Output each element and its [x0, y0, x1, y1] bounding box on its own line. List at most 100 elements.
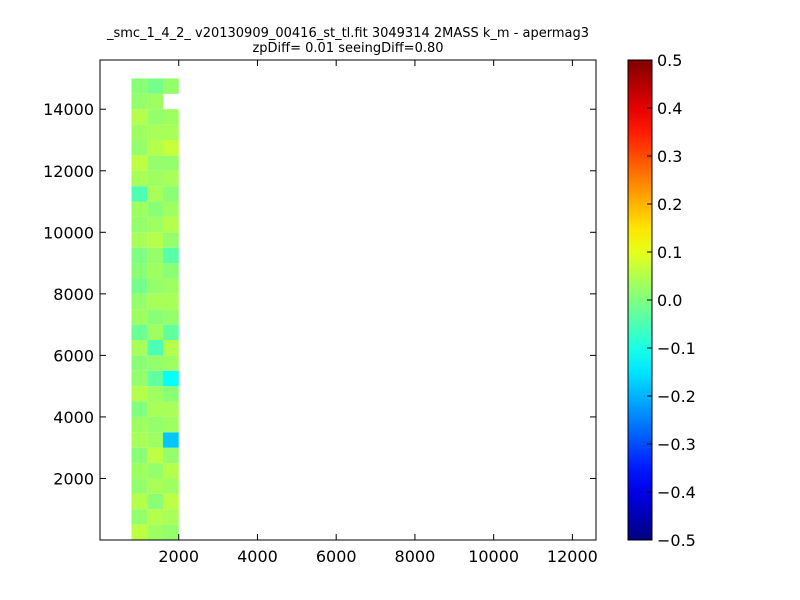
colorbar-tick-label: 0.5	[657, 51, 682, 70]
y-axis-ticks: 2000 4000 6000 8000 10000 12000 14000	[43, 100, 596, 488]
colorbar-tick-label: −0.5	[657, 531, 696, 550]
heatmap-cell	[162, 355, 179, 371]
heatmap-cell	[147, 355, 163, 371]
colorbar-tick-label: 0.1	[657, 243, 682, 262]
heatmap-cell	[131, 293, 148, 310]
heatmap-cell	[131, 493, 148, 510]
heatmap-cell	[147, 232, 163, 248]
heatmap-cell	[147, 124, 163, 140]
heatmap-cell	[147, 447, 163, 464]
heatmap-cell	[162, 324, 179, 340]
heatmap-cell	[147, 386, 163, 402]
heatmap-cell	[162, 509, 179, 525]
chart-subtitle: zpDiff= 0.01 seeingDiff=0.80	[252, 41, 443, 56]
y-tick-label: 6000	[53, 346, 94, 365]
colorbar-tick-label: 0.2	[657, 195, 682, 214]
heatmap-cell	[131, 386, 148, 402]
heatmap-cell	[162, 124, 179, 140]
colorbar-tick-label: −0.3	[657, 435, 696, 454]
chart-title: _smc_1_4_2_ v20130909_00416_st_tl.fit 30…	[106, 26, 589, 41]
heatmap-cell	[131, 247, 148, 264]
colorbar-tick-label: 0.4	[657, 99, 682, 118]
heatmap-cell	[147, 340, 163, 356]
colorbar-tick-label: −0.4	[657, 483, 696, 502]
heatmap-cell	[147, 416, 163, 433]
heatmap-cell	[131, 340, 148, 356]
heatmap-cells	[131, 78, 179, 540]
heatmap-cell	[131, 170, 148, 187]
heatmap-cell	[131, 524, 148, 540]
heatmap-cell	[147, 278, 163, 294]
y-tick-label: 8000	[53, 285, 94, 304]
colorbar-tick-label: −0.1	[657, 339, 696, 358]
heatmap-cell	[147, 293, 163, 310]
heatmap-cell	[147, 509, 163, 525]
heatmap-cell	[131, 401, 148, 417]
heatmap-cell	[131, 232, 148, 248]
heatmap-cell	[162, 309, 179, 325]
heatmap-cell	[131, 93, 148, 110]
heatmap-cell	[162, 263, 179, 279]
x-tick-label: 8000	[395, 547, 436, 566]
heatmap-cell	[147, 186, 163, 202]
heatmap-cell	[162, 155, 179, 171]
heatmap-cell	[162, 463, 179, 479]
colorbar: 0.5 0.4 0.3 0.2 0.1 0.0 −0.1 −0.2 −0.3 −0.4 −0.5	[627, 51, 696, 550]
heatmap-cell	[131, 155, 148, 171]
heatmap-cell	[162, 401, 179, 417]
heatmap-cell	[131, 355, 148, 371]
x-axis-ticks: 2000 4000 6000 8000 10000 12000	[158, 60, 598, 566]
heatmap-cell	[147, 524, 163, 540]
x-tick-label: 10000	[468, 547, 519, 566]
heatmap-cell	[162, 370, 179, 387]
heatmap-cell	[162, 293, 179, 310]
heatmap-cell	[147, 478, 163, 494]
heatmap-cell	[147, 247, 163, 264]
heatmap-cell	[162, 278, 179, 294]
heatmap-cell	[147, 109, 163, 125]
y-tick-label: 10000	[43, 223, 94, 242]
heatmap-cell	[162, 447, 179, 464]
heatmap-cell	[131, 140, 148, 156]
heatmap-cell	[131, 324, 148, 340]
heatmap-cell	[131, 216, 148, 233]
colorbar-tick-label: −0.2	[657, 387, 696, 406]
heatmap-cell	[131, 201, 148, 217]
heatmap-cell	[147, 432, 163, 448]
heatmap-cell	[131, 263, 148, 279]
chart-title-group: _smc_1_4_2_ v20130909_00416_st_tl.fit 30…	[106, 26, 589, 56]
heatmap-cell	[131, 78, 148, 94]
heatmap-cell	[147, 370, 163, 387]
heatmap-cell	[147, 263, 163, 279]
heatmap-cell	[147, 170, 163, 187]
heatmap-cell	[131, 416, 148, 433]
plot-frame	[99, 59, 597, 541]
heatmap-cell	[162, 109, 179, 125]
heatmap-cell	[162, 232, 179, 248]
heatmap-cell	[147, 155, 163, 171]
heatmap-cell	[147, 324, 163, 340]
heatmap-cell	[131, 478, 148, 494]
heatmap-cell	[131, 509, 148, 525]
heatmap-cell	[131, 370, 148, 387]
heatmap-cell	[131, 463, 148, 479]
heatmap-cell	[131, 278, 148, 294]
x-tick-label: 12000	[547, 547, 598, 566]
heatmap-cell	[131, 309, 148, 325]
heatmap-cell	[147, 201, 163, 217]
heatmap-cell	[162, 201, 179, 217]
heatmap-cell	[131, 447, 148, 464]
heatmap-cell	[131, 124, 148, 140]
heatmap-cell	[162, 216, 179, 233]
heatmap-cell	[162, 170, 179, 187]
heatmap-cell	[162, 386, 179, 402]
heatmap-cell	[131, 186, 148, 202]
heatmap-cell	[162, 432, 179, 448]
heatmap-cell	[162, 493, 179, 510]
heatmap-cell	[162, 416, 179, 433]
heatmap-cell	[162, 186, 179, 202]
y-tick-label: 2000	[53, 469, 94, 488]
heatmap-cell	[147, 309, 163, 325]
heatmap-cell	[162, 140, 179, 156]
